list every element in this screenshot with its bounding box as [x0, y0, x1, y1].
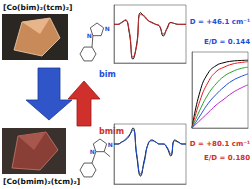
svg-text:N: N	[87, 32, 92, 39]
svg-text:E/D = 0.144: E/D = 0.144	[204, 38, 250, 46]
svg-text:D = +46.1 cm⁻¹: D = +46.1 cm⁻¹	[190, 18, 250, 26]
svg-text:N: N	[108, 141, 113, 148]
svg-text:bmim: bmim	[99, 127, 125, 136]
svg-text:N: N	[105, 25, 110, 32]
svg-text:bim: bim	[99, 70, 116, 79]
svg-text:[Co(bmim)₂(tcm)₂]: [Co(bmim)₂(tcm)₂]	[3, 177, 80, 186]
svg-text:N: N	[90, 148, 95, 155]
svg-text:E/D = 0.180: E/D = 0.180	[204, 154, 250, 162]
svg-text:[Co(bim)₂(tcm)₂]: [Co(bim)₂(tcm)₂]	[3, 3, 72, 12]
svg-text:D = +80.1 cm⁻¹: D = +80.1 cm⁻¹	[190, 140, 250, 148]
